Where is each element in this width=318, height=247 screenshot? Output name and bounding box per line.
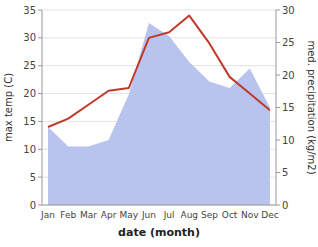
x-axis-title: date (month) xyxy=(118,226,200,239)
x-tick-label: Jun xyxy=(141,210,156,220)
x-tick-label: Oct xyxy=(222,210,238,220)
y-tick xyxy=(38,37,42,38)
y-tick xyxy=(38,149,42,150)
y-axis-title: max temp (C) xyxy=(3,73,14,142)
y-tick xyxy=(38,93,42,94)
grid-line xyxy=(42,205,276,206)
y2-tick-label: 5 xyxy=(282,167,288,178)
x-tick-label: Dec xyxy=(261,210,278,220)
y-tick-label: 25 xyxy=(23,60,36,71)
y2-tick xyxy=(276,140,280,141)
y2-tick-label: 15 xyxy=(282,102,295,113)
y2-tick xyxy=(276,10,280,11)
y2-tick-label: 25 xyxy=(282,37,295,48)
y2-tick-label: 30 xyxy=(282,5,295,16)
y-axis-line xyxy=(42,10,43,205)
x-tick-label: Sep xyxy=(201,210,218,220)
axes: 0 5 10 15 20 25 30 35 0 5 10 15 20 25 30 Jan Feb Mar AprMa… xyxy=(23,5,294,221)
y2-tick xyxy=(276,172,280,173)
x-axis-line xyxy=(42,205,276,206)
y2-tick-label: 0 xyxy=(282,200,288,211)
temperature-line xyxy=(48,16,270,127)
y2-tick-label: 20 xyxy=(282,70,295,81)
x-tick-label: Nov xyxy=(241,210,259,220)
chart: 0 5 10 15 20 25 30 35 0 5 10 15 20 25 30 Jan Feb Mar AprMa… xyxy=(0,0,318,247)
y-tick xyxy=(38,65,42,66)
y2-tick xyxy=(276,75,280,76)
y2-tick xyxy=(276,42,280,43)
y-tick-label: 30 xyxy=(23,32,36,43)
x-tick-label: Jul xyxy=(163,210,175,220)
precipitation-area xyxy=(48,23,270,205)
y-tick xyxy=(38,205,42,206)
x-tick-label: Feb xyxy=(60,210,76,220)
y-tick xyxy=(38,121,42,122)
x-tick-label: May xyxy=(119,210,138,220)
x-tick-label: Apr xyxy=(101,210,117,220)
x-tick-label: Jan xyxy=(40,210,55,220)
y-tick-label: 5 xyxy=(30,172,36,183)
y-tick xyxy=(38,10,42,11)
grid xyxy=(42,10,276,205)
plot-data xyxy=(48,16,270,205)
y-tick xyxy=(38,177,42,178)
y2-tick-label: 10 xyxy=(282,135,295,146)
y-tick-label: 35 xyxy=(23,5,36,16)
y-tick-label: 20 xyxy=(23,88,36,99)
x-tick-label: Aug xyxy=(180,210,198,220)
y2-tick xyxy=(276,107,280,108)
y-tick-label: 10 xyxy=(23,144,36,155)
y-tick-label: 0 xyxy=(30,200,36,211)
y2-axis-title: med. precipitation (kg/m2) xyxy=(306,40,317,174)
x-tick-label: Mar xyxy=(80,210,97,220)
grid-line xyxy=(42,10,276,11)
y2-tick xyxy=(276,205,280,206)
y-tick-label: 15 xyxy=(23,116,36,127)
